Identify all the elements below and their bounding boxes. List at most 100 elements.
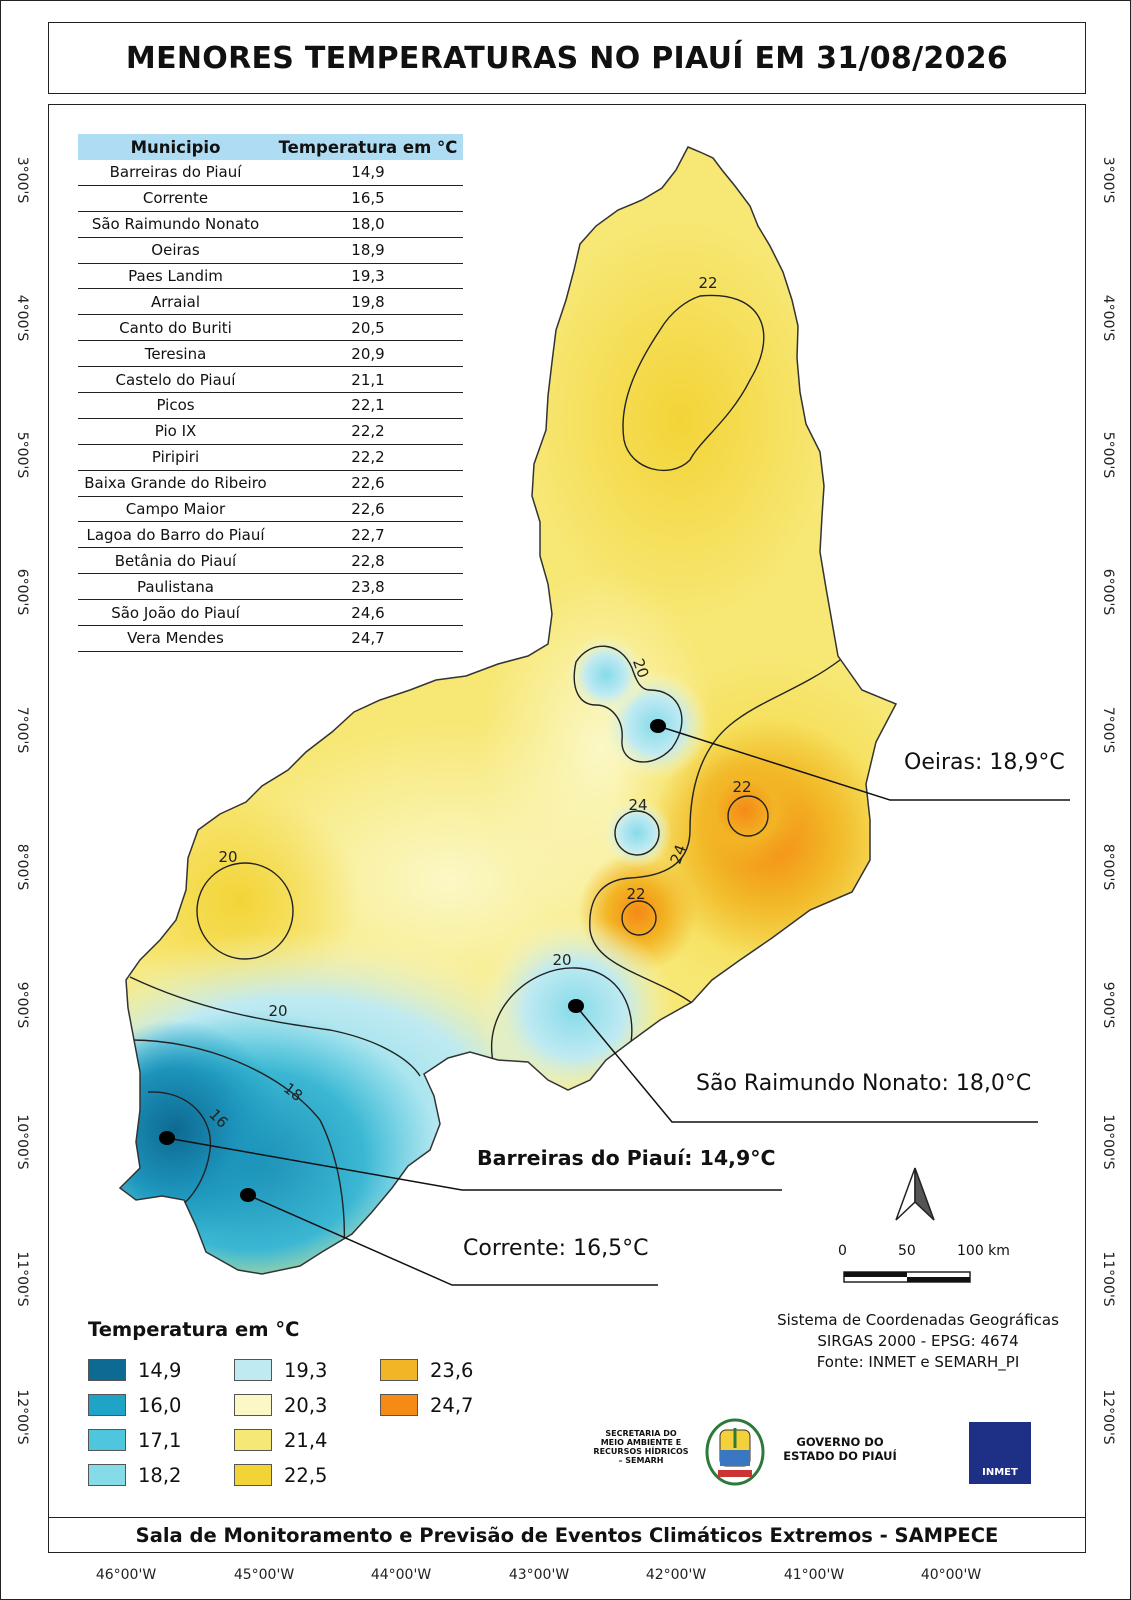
table-row: Baixa Grande do Ribeiro 22,6 xyxy=(78,470,463,497)
scale-label-0: 0 xyxy=(838,1243,847,1259)
sao-raimundo-leader xyxy=(575,1005,1038,1123)
table-row: Vera Mendes 24,7 xyxy=(78,625,463,652)
legend-item: 21,4 xyxy=(234,1428,327,1452)
isotherm-22-west xyxy=(196,862,294,960)
contour-label: 20 xyxy=(552,951,571,969)
cell-temp: 22,2 xyxy=(273,444,463,471)
table-row: Arraial 19,8 xyxy=(78,288,463,316)
lon-label: 45°00'W xyxy=(233,1567,295,1583)
lat-label: 7°00'S xyxy=(1100,706,1116,754)
cell-temp: 21,1 xyxy=(273,366,463,394)
legend-item: 24,7 xyxy=(380,1393,473,1417)
station-sao-raimundo-nonato xyxy=(568,999,584,1013)
legend-item: 23,6 xyxy=(380,1358,473,1382)
inmet-logo: INMET xyxy=(969,1422,1031,1484)
table-row: São João do Piauí 24,6 xyxy=(78,599,463,627)
callout-oeiras: Oeiras: 18,9°C xyxy=(904,750,1065,775)
cell-temp: 22,1 xyxy=(273,392,463,419)
legend-label: 24,7 xyxy=(430,1393,474,1417)
lat-label: 6°00'S xyxy=(14,568,30,616)
scale-label-100: 100 km xyxy=(957,1243,1010,1259)
legend-swatch xyxy=(234,1394,272,1416)
cell-municipio: Teresina xyxy=(78,340,273,368)
legend-label: 17,1 xyxy=(138,1428,182,1452)
station-markers xyxy=(159,719,666,1202)
table-row: Barreiras do Piauí 14,9 xyxy=(78,160,463,186)
footer-bar: Sala de Monitoramento e Previsão de Even… xyxy=(48,1518,1086,1553)
state-border xyxy=(118,146,898,1275)
isotherms xyxy=(129,294,841,1251)
cell-municipio: Baixa Grande do Ribeiro xyxy=(78,470,273,497)
legend-swatch xyxy=(234,1359,272,1381)
cell-municipio: Campo Maior xyxy=(78,496,273,523)
header-municipio: Municipio xyxy=(78,134,273,160)
map-title: MENORES TEMPERATURAS NO PIAUÍ EM 31/08/2… xyxy=(125,40,1009,76)
table-row: Teresina 20,9 xyxy=(78,340,463,368)
map-info: Sistema de Coordenadas Geográficas SIRGA… xyxy=(760,1310,1076,1373)
legend-swatch xyxy=(234,1429,272,1451)
data-source: Fonte: INMET e SEMARH_PI xyxy=(816,1353,1020,1371)
lat-label: 9°00'S xyxy=(1100,981,1116,1029)
cell-municipio: Picos xyxy=(78,392,273,419)
table-row: Oeiras 18,9 xyxy=(78,237,463,264)
cell-municipio: Piripiri xyxy=(78,444,273,471)
table-row: Paulistana 23,8 xyxy=(78,573,463,601)
cell-temp: 23,8 xyxy=(273,573,463,601)
datum: SIRGAS 2000 - EPSG: 4674 xyxy=(817,1332,1019,1350)
cell-temp: 19,8 xyxy=(273,288,463,316)
corrente-leader xyxy=(247,1194,658,1286)
table-row: Campo Maior 22,6 xyxy=(78,496,463,523)
cell-temp: 20,5 xyxy=(273,314,463,342)
lat-label: 3°00'S xyxy=(14,156,30,204)
semarh-logo-text: SECRETARIA DO MEIO AMBIENTE E RECURSOS H… xyxy=(593,1429,689,1465)
cell-municipio: Oeiras xyxy=(78,237,273,264)
cell-municipio: Arraial xyxy=(78,288,273,316)
legend-label: 22,5 xyxy=(284,1463,328,1487)
lon-label: 41°00'W xyxy=(783,1567,845,1583)
legend-item: 18,2 xyxy=(88,1463,181,1487)
lat-label: 11°00'S xyxy=(14,1251,30,1307)
legend: 14,9 16,0 17,1 18,2 19,3 20,3 21,4 22,5 … xyxy=(88,1358,508,1498)
scale-label-50: 50 xyxy=(898,1243,916,1259)
contour-label: 22 xyxy=(732,778,751,796)
callout-sao-raimundo-nonato: São Raimundo Nonato: 18,0°C xyxy=(696,1071,1032,1096)
legend-label: 16,0 xyxy=(138,1393,182,1417)
legend-swatch xyxy=(88,1464,126,1486)
callout-barreiras: Barreiras do Piauí: 14,9°C xyxy=(477,1146,776,1170)
lat-label: 5°00'S xyxy=(14,431,30,479)
legend-label: 14,9 xyxy=(138,1358,182,1382)
contour-label: 24 xyxy=(667,842,690,866)
scale-bar xyxy=(843,1271,971,1283)
cell-temp: 18,9 xyxy=(273,237,463,264)
title-box: MENORES TEMPERATURAS NO PIAUÍ EM 31/08/2… xyxy=(48,22,1086,94)
coordinate-system: Sistema de Coordenadas Geográficas xyxy=(777,1311,1059,1329)
isotherm-18 xyxy=(131,1039,346,1251)
table-row: Picos 22,1 xyxy=(78,392,463,419)
gov-logo-text: GOVERNO DO ESTADO DO PIAUÍ xyxy=(783,1435,897,1463)
lat-label: 3°00'S xyxy=(1100,156,1116,204)
lat-label: 8°00'S xyxy=(1100,843,1116,891)
cell-temp: 16,5 xyxy=(273,185,463,212)
legend-swatch xyxy=(88,1429,126,1451)
cell-temp: 24,6 xyxy=(273,599,463,627)
table-row: Corrente 16,5 xyxy=(78,185,463,212)
station-barreiras xyxy=(159,1131,175,1145)
table-row: Paes Landim 19,3 xyxy=(78,263,463,290)
cell-municipio: São Raimundo Nonato xyxy=(78,211,273,238)
footer-text: Sala de Monitoramento e Previsão de Even… xyxy=(135,1523,999,1547)
cell-temp: 19,3 xyxy=(273,263,463,290)
isotherm-20-southwest xyxy=(129,976,421,1077)
isotherm-16 xyxy=(147,1091,212,1207)
lat-label: 10°00'S xyxy=(1100,1114,1116,1170)
cell-temp: 20,9 xyxy=(273,340,463,368)
contour-label: 20 xyxy=(268,1002,287,1020)
cell-municipio: Pio IX xyxy=(78,418,273,445)
legend-item: 20,3 xyxy=(234,1393,327,1417)
cell-temp: 14,9 xyxy=(273,160,463,186)
callout-leaders xyxy=(166,725,1070,1286)
cell-temp: 22,7 xyxy=(273,521,463,549)
table-row: Lagoa do Barro do Piauí 22,7 xyxy=(78,521,463,549)
lat-label: 11°00'S xyxy=(1100,1251,1116,1307)
legend-swatch xyxy=(380,1394,418,1416)
